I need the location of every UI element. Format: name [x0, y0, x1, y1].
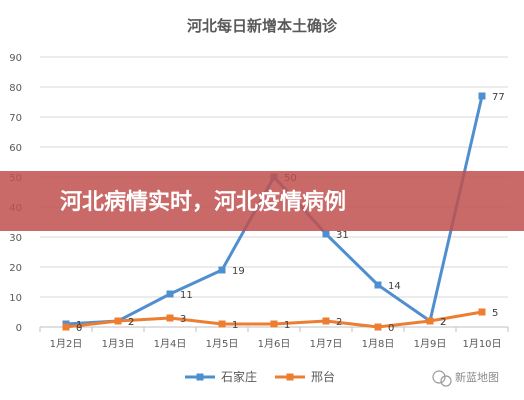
data-point [374, 281, 382, 289]
x-tick-label: 1月9日 [414, 338, 447, 350]
data-label: 2 [336, 317, 342, 328]
x-tick-label: 1月6日 [258, 338, 291, 350]
legend: 石家庄 邢台 [185, 369, 335, 384]
data-point [166, 314, 174, 322]
data-point [478, 308, 486, 316]
data-label: 11 [180, 290, 193, 301]
legend-label: 邢台 [311, 369, 335, 384]
x-tick-label: 1月5日 [206, 338, 239, 350]
data-label: 3 [180, 314, 186, 325]
data-label: 1 [284, 320, 290, 331]
data-label: 2 [440, 317, 446, 328]
data-label: 31 [336, 230, 349, 241]
x-tick-label: 1月8日 [362, 338, 395, 350]
data-point [62, 323, 70, 331]
watermark-text: 新蓝地图 [455, 370, 499, 384]
data-point [270, 320, 278, 328]
data-point [218, 266, 226, 274]
y-tick-label: 30 [9, 233, 22, 244]
y-tick-label: 20 [9, 263, 22, 274]
y-tick-label: 90 [9, 53, 22, 64]
y-tick-label: 0 [16, 323, 22, 334]
chart-title: 河北每日新增本土确诊 [187, 17, 338, 35]
data-point [322, 317, 330, 325]
wechat-icon [432, 370, 452, 387]
data-label: 2 [440, 317, 446, 328]
banner: 河北病情实时，河北疫情病例 [0, 171, 524, 231]
x-tick-label: 1月2日 [50, 338, 83, 350]
data-label: 2 [128, 317, 134, 328]
x-tick-label: 1月10日 [462, 338, 501, 350]
x-tick-label: 1月3日 [102, 338, 135, 350]
data-label: 1 [232, 320, 238, 331]
data-label: 5 [492, 308, 498, 319]
x-axis-ticks: 1月2日 1月3日 1月4日 1月5日 1月6日 1月7日 1月8日 1月9日 1月10日 [39, 327, 509, 350]
data-point [322, 230, 330, 238]
legend-marker [196, 373, 204, 381]
x-tick-label: 1月7日 [310, 338, 343, 350]
y-tick-label: 60 [9, 143, 22, 154]
data-point [426, 317, 434, 325]
data-label: 2 [128, 317, 134, 328]
legend-item: 邢台 [275, 369, 335, 384]
data-label: 0 [388, 323, 394, 334]
legend-marker [286, 373, 294, 381]
data-point [218, 320, 226, 328]
y-tick-label: 80 [9, 83, 22, 94]
data-label: 19 [232, 266, 245, 277]
data-point [114, 317, 122, 325]
series-2: 0 2 3 1 1 2 0 2 5 [62, 308, 498, 334]
data-label: 77 [492, 92, 505, 103]
data-label: 14 [388, 281, 401, 292]
watermark: 新蓝地图 [432, 370, 499, 387]
banner-background [0, 171, 524, 231]
data-point [478, 92, 486, 100]
data-point [374, 323, 382, 331]
legend-label: 石家庄 [221, 369, 257, 384]
x-tick-label: 1月4日 [154, 338, 187, 350]
banner-text: 河北病情实时，河北疫情病例 [60, 189, 346, 215]
y-tick-label: 10 [9, 293, 22, 304]
data-label: 0 [76, 323, 82, 334]
data-point [166, 290, 174, 298]
legend-item: 石家庄 [185, 369, 257, 384]
y-tick-label: 70 [9, 113, 22, 124]
